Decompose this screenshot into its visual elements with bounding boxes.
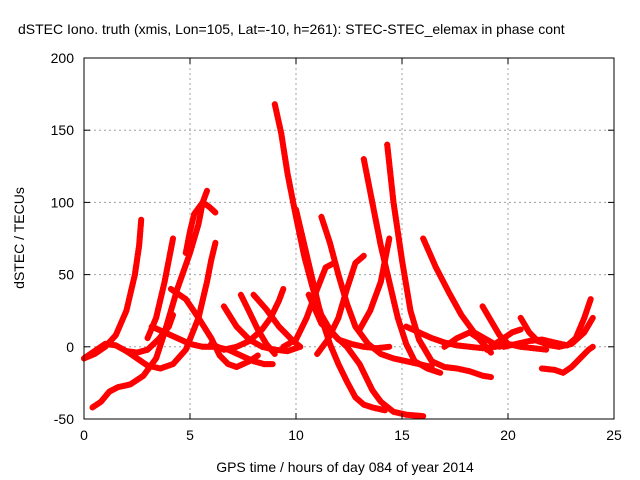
series-arc — [384, 141, 494, 381]
series-line — [356, 235, 393, 333]
series-markers — [384, 141, 492, 380]
x-tick-label: 15 — [394, 427, 410, 443]
series-arc — [441, 329, 494, 356]
series-arc — [483, 326, 524, 353]
x-tick-label: 0 — [80, 427, 88, 443]
y-tick-label: 0 — [66, 339, 74, 355]
series-markers — [182, 199, 217, 256]
plot-frame — [83, 57, 615, 420]
y-tick-label: -50 — [54, 411, 74, 427]
series-markers — [81, 219, 144, 362]
series-arc — [538, 343, 596, 376]
series-markers — [538, 345, 594, 376]
series-arc — [305, 291, 427, 420]
y-tick-label: 50 — [58, 267, 74, 283]
y-tick-label: 150 — [51, 122, 75, 138]
series-arc — [293, 206, 388, 414]
y-axis-label: dSTEC / TECUs — [11, 187, 27, 289]
x-tick-label: 20 — [500, 427, 516, 443]
series-markers — [220, 303, 301, 355]
series-markers — [293, 206, 385, 413]
series-markers — [305, 291, 424, 419]
series-markers — [356, 238, 392, 333]
series-arc — [167, 286, 261, 370]
series-layer — [81, 101, 596, 420]
series-arc — [237, 291, 278, 357]
series-line — [420, 235, 503, 350]
series-arc — [81, 216, 145, 362]
x-axis-label: GPS time / hours of day 084 of year 2014 — [216, 459, 474, 475]
chart-title: dSTEC Iono. truth (xmis, Lon=105, Lat=-1… — [18, 21, 565, 37]
tick-layer: 0 5 10 15 20 25 -50 0 50 100 150 200 — [51, 50, 622, 443]
x-tick-label: 5 — [186, 427, 194, 443]
series-markers — [420, 235, 500, 349]
series-markers — [555, 317, 595, 350]
series-markers — [167, 286, 258, 370]
series-markers — [441, 329, 492, 354]
series-arc — [208, 286, 287, 353]
x-tick-label: 10 — [288, 427, 304, 443]
series-arc — [420, 235, 503, 350]
series-arc — [123, 239, 219, 372]
series-markers — [237, 291, 276, 355]
x-tick-label: 25 — [606, 427, 622, 443]
series-arc — [360, 156, 444, 376]
series-arc — [500, 296, 594, 350]
series-arc — [356, 235, 393, 333]
series-arc — [555, 314, 596, 350]
series-markers — [483, 327, 521, 353]
series-arc — [318, 213, 435, 370]
series-arc — [182, 199, 219, 256]
series-markers — [318, 213, 432, 370]
y-tick-label: 200 — [51, 50, 75, 66]
y-tick-label: 100 — [51, 194, 75, 210]
series-arc — [220, 303, 304, 355]
